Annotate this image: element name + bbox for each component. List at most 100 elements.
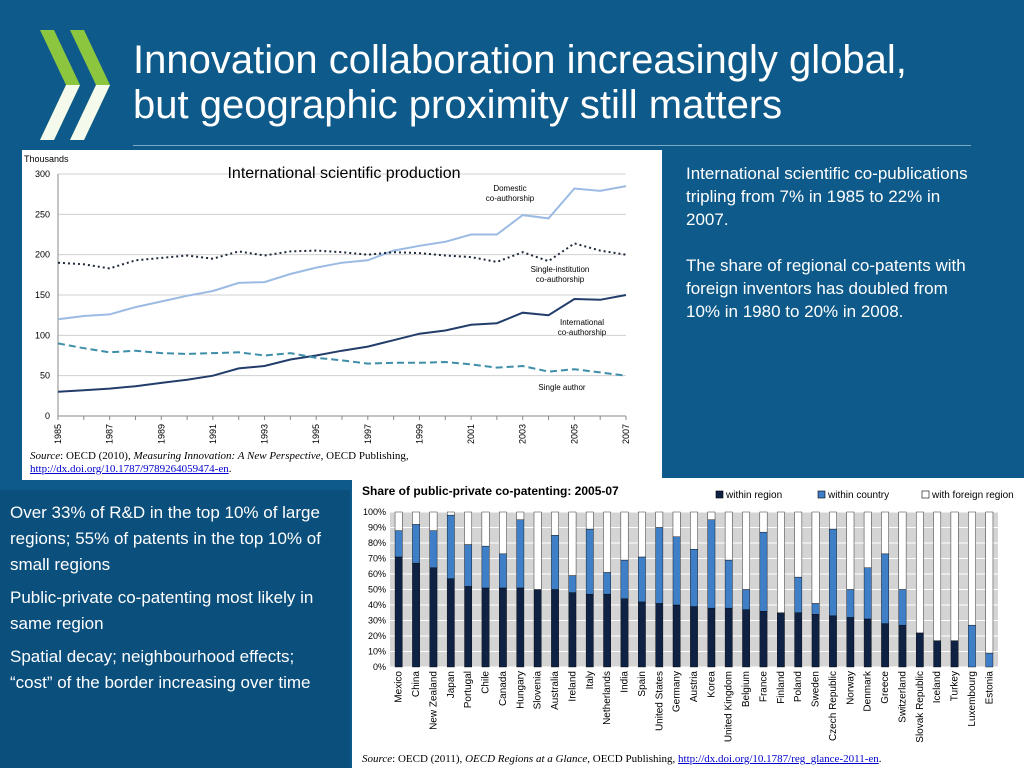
bar-segment bbox=[777, 612, 785, 668]
category-label: China bbox=[411, 671, 422, 698]
bar-segment bbox=[863, 618, 872, 668]
category-label: Norway bbox=[845, 671, 856, 705]
bar-segment bbox=[672, 536, 681, 606]
bar-segment bbox=[690, 606, 698, 668]
bar-segment bbox=[429, 530, 438, 568]
side-text-para2: The share of regional co-patents with fo… bbox=[686, 256, 966, 321]
bar-segment bbox=[811, 603, 820, 615]
series-label: co-authorship bbox=[536, 275, 585, 284]
bar-segment bbox=[481, 587, 490, 668]
bar-segment bbox=[394, 530, 403, 558]
y-tick-label: 20% bbox=[368, 631, 386, 641]
source2-text-pre: : OECD (2011), bbox=[392, 753, 466, 765]
category-label: United Kingdom bbox=[724, 671, 735, 742]
category-label: Luxembourg bbox=[967, 671, 978, 727]
bar-segment bbox=[915, 511, 924, 634]
bar-segment bbox=[429, 567, 438, 668]
source2-link[interactable]: http://dx.doi.org/10.1787/reg_glance-201… bbox=[678, 753, 879, 765]
bar-segment bbox=[499, 587, 507, 668]
legend-label: within region bbox=[725, 490, 782, 501]
oecd-chevron-logo-icon bbox=[40, 30, 110, 140]
bar-segment bbox=[915, 632, 924, 668]
bar-segment bbox=[412, 511, 420, 525]
y-tick-label: 100 bbox=[35, 330, 50, 340]
bar-segment bbox=[794, 612, 803, 668]
bar-segment bbox=[446, 578, 455, 668]
series-line bbox=[57, 242, 627, 270]
y-tick-label: 10% bbox=[368, 647, 386, 657]
category-label: Japan bbox=[446, 671, 457, 698]
category-label: Portugal bbox=[463, 671, 474, 708]
bar-segment bbox=[759, 610, 768, 668]
source2-label: Source bbox=[362, 753, 393, 765]
category-label: Canada bbox=[498, 671, 509, 706]
category-label: Estonia bbox=[984, 671, 995, 705]
bar-segment bbox=[394, 556, 403, 668]
bar-segment bbox=[464, 511, 473, 545]
y-tick-label: 50% bbox=[368, 585, 386, 595]
line-chart-panel: 0 50 100 150 200 250 300 Thousands International… bbox=[22, 150, 662, 480]
bar-segment bbox=[898, 511, 907, 590]
y-tick-label: 80% bbox=[368, 538, 386, 548]
bar-segment bbox=[759, 531, 768, 612]
category-label: Spain bbox=[637, 671, 648, 697]
bar-segment bbox=[638, 556, 646, 603]
bar-segment bbox=[742, 589, 750, 610]
bar-segment bbox=[585, 511, 594, 530]
bar-segment bbox=[464, 544, 473, 587]
category-label: Belgium bbox=[741, 671, 752, 707]
bar-segment bbox=[533, 589, 542, 668]
bar-segment bbox=[690, 548, 698, 607]
bar-segment bbox=[881, 553, 889, 624]
bar-segment bbox=[551, 511, 559, 536]
series-label: International bbox=[560, 318, 604, 327]
legend-swatch bbox=[817, 490, 826, 499]
source2-title: OECD Regions at a Glance bbox=[465, 753, 588, 765]
bar-segment bbox=[516, 587, 525, 668]
category-label: Czech Republic bbox=[828, 671, 839, 741]
source-title: Measuring Innovation: A New Perspective bbox=[133, 450, 321, 462]
y-tick-label: 300 bbox=[35, 169, 50, 179]
bar-segment bbox=[568, 575, 577, 593]
y-tick-label: 70% bbox=[368, 554, 386, 564]
bar-segment bbox=[811, 511, 820, 604]
bar-segment bbox=[446, 514, 455, 579]
bar-segment bbox=[655, 511, 664, 528]
y-tick-label: 250 bbox=[35, 209, 50, 219]
bar-segment bbox=[394, 511, 403, 531]
category-label: Ireland bbox=[567, 671, 578, 702]
bar-chart-source: Source: OECD (2011), OECD Regions at a G… bbox=[362, 753, 1022, 765]
bar-segment bbox=[481, 545, 490, 589]
category-label: Turkey bbox=[950, 671, 961, 701]
source-link[interactable]: http://dx.doi.org/10.1787/9789264059474-… bbox=[30, 463, 229, 475]
bar-segment bbox=[551, 535, 559, 590]
slide-title-line2: but geographic proximity still matters bbox=[133, 83, 783, 127]
y-tick-label: 90% bbox=[368, 523, 386, 533]
bar-segment bbox=[846, 511, 855, 590]
bar-segment bbox=[829, 511, 837, 530]
bar-segment bbox=[707, 519, 716, 609]
category-label: Poland bbox=[793, 671, 804, 702]
bar-segment bbox=[724, 511, 733, 561]
bar-segment bbox=[933, 511, 942, 641]
bar-segment bbox=[620, 598, 629, 668]
source-text-post: , OECD Publishing, bbox=[320, 450, 409, 462]
series-line bbox=[57, 342, 627, 377]
x-tick-label: 1997 bbox=[363, 424, 373, 444]
bar-segment bbox=[846, 617, 855, 668]
x-tick-label: 1993 bbox=[260, 424, 270, 444]
category-label: Switzerland bbox=[897, 671, 908, 723]
bar-segment bbox=[724, 559, 733, 609]
x-tick-label: 1985 bbox=[53, 424, 63, 444]
bar-segment bbox=[933, 640, 942, 668]
bar-segment bbox=[863, 511, 872, 568]
category-label: France bbox=[758, 671, 769, 703]
category-label: Korea bbox=[706, 671, 717, 698]
stacked-bar-chart: 0% 10% 20% 30% 40% 50% 60% 70% 80% 90% 100% Share o… bbox=[362, 484, 1014, 743]
line-chart-source: Source: OECD (2010), Measuring Innovatio… bbox=[30, 450, 650, 476]
bar-segment bbox=[829, 528, 837, 617]
x-tick-label: 2001 bbox=[466, 424, 476, 444]
bar-segment bbox=[516, 519, 525, 589]
bar-segment bbox=[759, 511, 768, 533]
bar-segment bbox=[742, 511, 750, 590]
